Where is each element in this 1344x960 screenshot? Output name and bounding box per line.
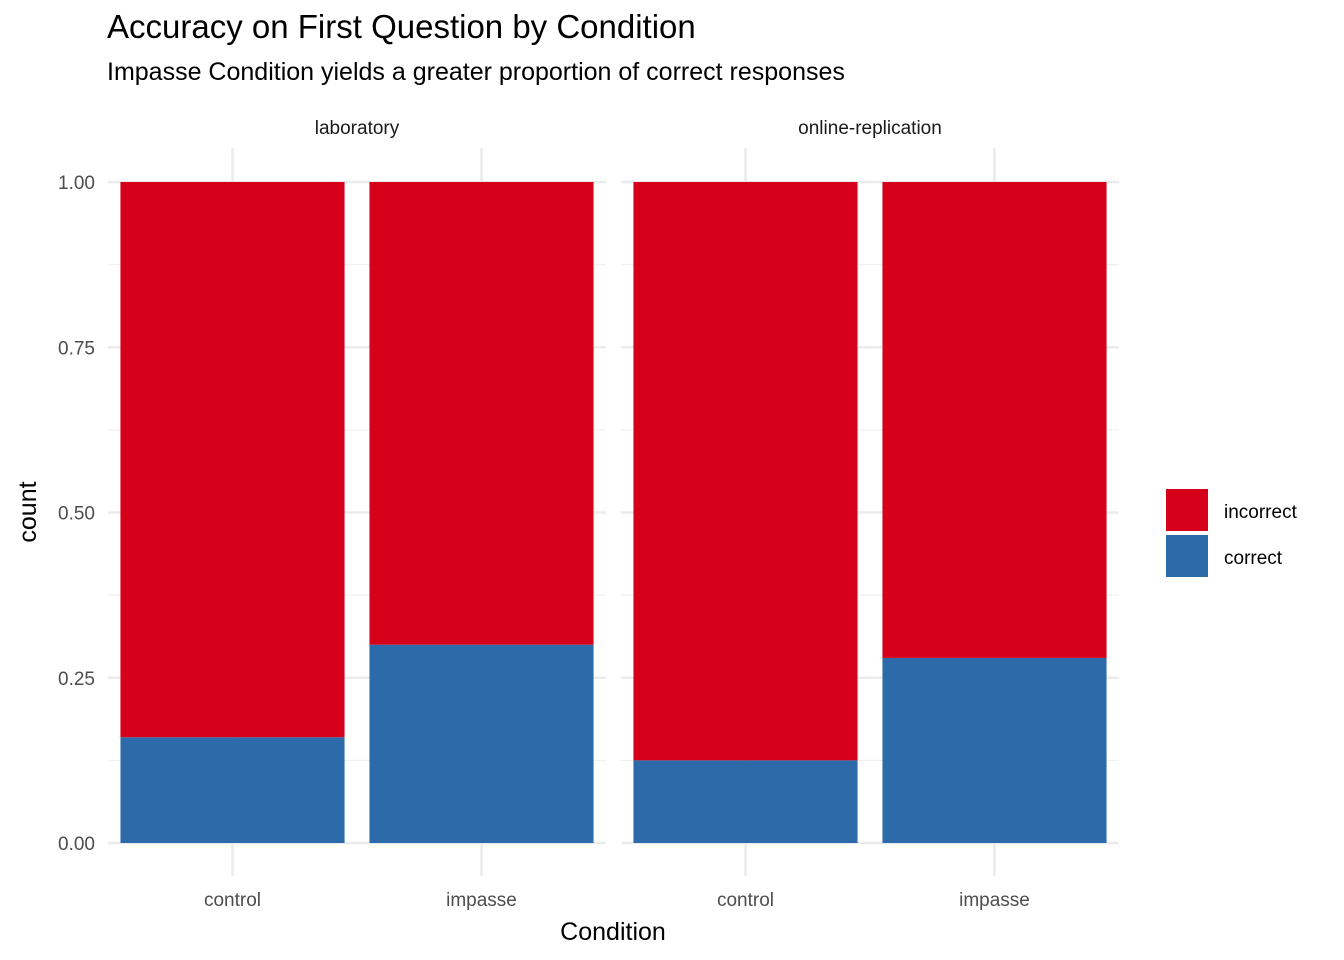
bar-incorrect (369, 182, 594, 645)
y-tick-label: 0.00 (58, 834, 95, 855)
y-tick-label: 0.75 (58, 338, 95, 359)
facet-label: online-replication (798, 118, 942, 139)
bar-correct (120, 737, 345, 843)
bar-correct (369, 644, 594, 843)
bar-incorrect (882, 182, 1107, 658)
bar-correct (633, 760, 858, 843)
legend-swatch (1166, 489, 1208, 531)
x-tick-label: control (717, 890, 774, 911)
y-tick-label: 0.50 (58, 504, 95, 525)
x-tick-label: impasse (446, 890, 517, 911)
y-tick-label: 1.00 (58, 173, 95, 194)
chart-title: Accuracy on First Question by Condition (107, 8, 696, 45)
legend-swatch (1166, 535, 1208, 577)
bar-incorrect (633, 182, 858, 761)
bar-incorrect (120, 182, 345, 738)
x-axis-title: Condition (560, 918, 666, 946)
facet-label: laboratory (315, 118, 400, 139)
legend-label: incorrect (1224, 502, 1298, 523)
bar-correct (882, 657, 1107, 843)
y-tick-label: 0.25 (58, 669, 95, 690)
legend-label: correct (1224, 548, 1283, 569)
chart-subtitle: Impasse Condition yields a greater propo… (107, 58, 845, 86)
y-axis-title: count (14, 481, 42, 542)
x-tick-label: control (204, 890, 261, 911)
x-tick-label: impasse (959, 890, 1030, 911)
